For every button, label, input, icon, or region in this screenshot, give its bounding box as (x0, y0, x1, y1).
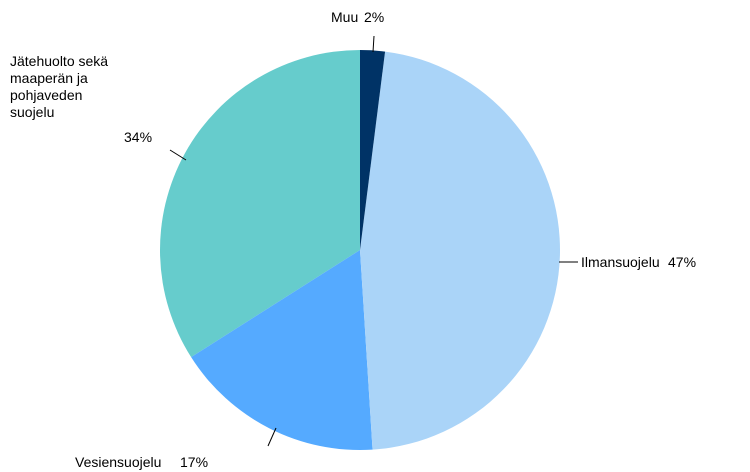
slice-value-label: 2% (364, 9, 385, 25)
leader-line (267, 427, 277, 447)
pie-slice (191, 250, 373, 450)
slice-label: Ilmansuojelu (581, 254, 660, 270)
slice-label: Vesiensuojelu (75, 454, 162, 470)
slice-value-label: 34% (124, 129, 153, 145)
pie-slice (360, 50, 386, 250)
slice-label: Jätehuolto sekä maaperän ja pohjaveden s… (10, 53, 109, 120)
leader-line (169, 149, 187, 161)
pie-slice (160, 50, 360, 358)
slice-value-label: 17% (180, 454, 209, 470)
slice-value-label: 47% (668, 254, 697, 270)
slice-label: Muu (331, 9, 359, 25)
pie-slice (360, 51, 560, 450)
leader-line (372, 35, 375, 53)
